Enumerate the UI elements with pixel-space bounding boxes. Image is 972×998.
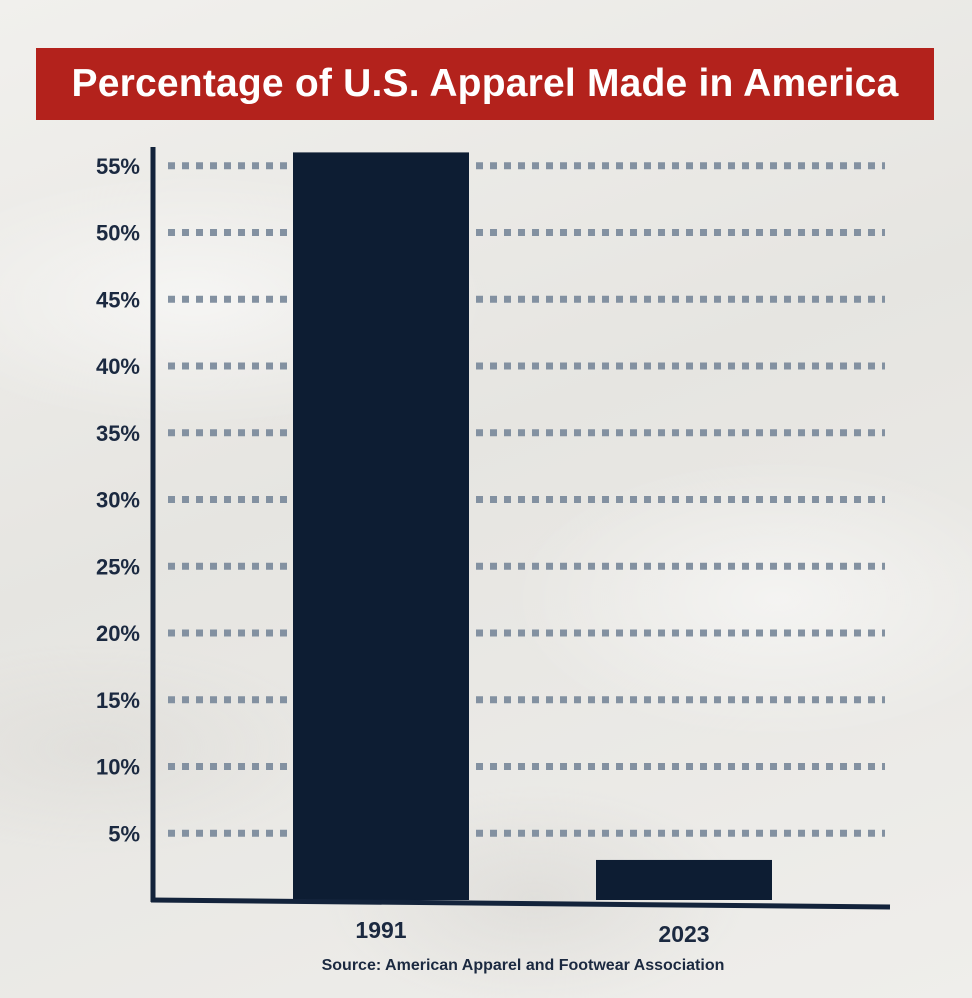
y-tick-label: 5%: [108, 821, 140, 846]
y-tick-label: 45%: [96, 287, 140, 312]
bar-2023: [596, 859, 772, 900]
x-tick-label: 1991: [355, 917, 406, 943]
y-tick-label: 35%: [96, 421, 140, 446]
y-tick-label: 55%: [96, 154, 140, 179]
y-tick-label: 15%: [96, 688, 140, 713]
y-tick-label: 50%: [96, 221, 140, 246]
y-tick-label: 30%: [96, 488, 140, 513]
y-tick-label: 25%: [96, 554, 140, 579]
chart-title: Percentage of U.S. Apparel Made in Ameri…: [71, 62, 899, 105]
x-tick-label: 2023: [658, 921, 709, 947]
y-tick-label: 10%: [96, 755, 140, 780]
x-axis-line: [150, 897, 891, 910]
chart-source: Source: American Apparel and Footwear As…: [321, 957, 725, 974]
bar-1991: [293, 152, 469, 900]
y-tick-label: 40%: [96, 354, 140, 379]
chart-title-banner: Percentage of U.S. Apparel Made in Ameri…: [36, 48, 934, 120]
y-tick-label: 20%: [96, 621, 140, 646]
